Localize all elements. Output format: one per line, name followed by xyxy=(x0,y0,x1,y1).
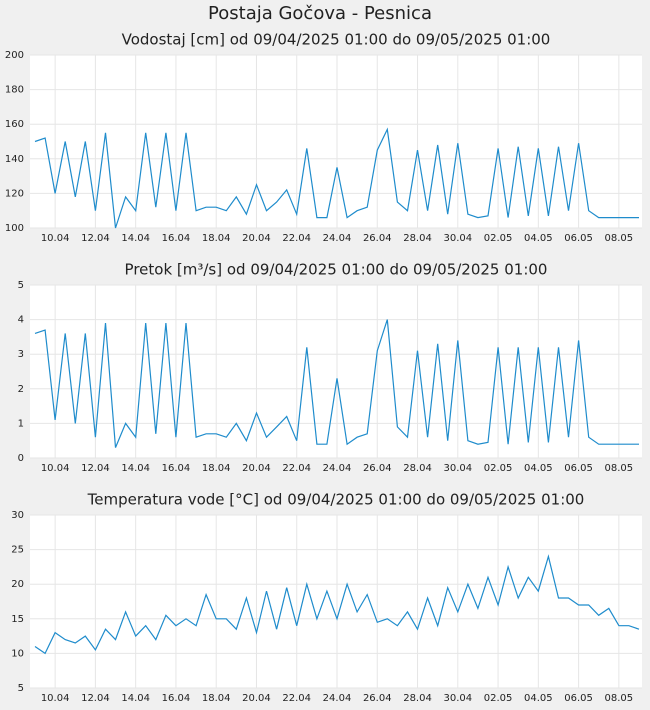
x-tick-label: 20.04 xyxy=(242,693,271,704)
x-tick-label: 24.04 xyxy=(323,233,352,244)
x-tick-label: 24.04 xyxy=(323,693,352,704)
y-tick-label: 25 xyxy=(11,545,24,556)
x-tick-label: 14.04 xyxy=(121,463,150,474)
y-tick-label: 20 xyxy=(11,579,24,590)
y-tick-label: 200 xyxy=(5,50,24,61)
x-tick-label: 22.04 xyxy=(282,693,311,704)
data-line xyxy=(34,319,639,448)
x-tick-label: 20.04 xyxy=(242,233,271,244)
x-tick-label: 28.04 xyxy=(403,463,432,474)
y-tick-label: 140 xyxy=(5,154,24,165)
x-tick-label: 10.04 xyxy=(41,463,70,474)
x-tick-label: 18.04 xyxy=(202,463,231,474)
x-tick-label: 22.04 xyxy=(282,463,311,474)
chart-title: Temperatura vode [°C] od 09/04/2025 01:0… xyxy=(87,491,585,509)
x-tick-label: 12.04 xyxy=(81,233,110,244)
x-tick-label: 24.04 xyxy=(323,463,352,474)
x-tick-label: 06.05 xyxy=(564,693,593,704)
x-tick-label: 08.05 xyxy=(605,463,634,474)
y-tick-label: 10 xyxy=(11,648,24,659)
x-tick-label: 04.05 xyxy=(524,693,553,704)
x-tick-label: 30.04 xyxy=(443,233,472,244)
x-tick-label: 16.04 xyxy=(162,233,191,244)
x-tick-label: 02.05 xyxy=(484,233,513,244)
x-tick-label: 06.05 xyxy=(564,233,593,244)
y-tick-label: 160 xyxy=(5,119,24,130)
x-tick-label: 02.05 xyxy=(484,463,513,474)
y-tick-label: 180 xyxy=(5,85,24,96)
y-tick-label: 5 xyxy=(18,683,24,694)
x-tick-label: 02.05 xyxy=(484,693,513,704)
x-tick-label: 28.04 xyxy=(403,693,432,704)
x-tick-label: 04.05 xyxy=(524,233,553,244)
x-tick-label: 10.04 xyxy=(41,233,70,244)
x-tick-label: 14.04 xyxy=(121,233,150,244)
x-tick-label: 06.05 xyxy=(564,463,593,474)
y-tick-label: 30 xyxy=(11,510,24,521)
x-tick-label: 04.05 xyxy=(524,463,553,474)
x-tick-label: 30.04 xyxy=(443,693,472,704)
chart-title: Pretok [m³/s] od 09/04/2025 01:00 do 09/… xyxy=(125,261,548,279)
x-tick-label: 14.04 xyxy=(121,693,150,704)
y-tick-label: 3 xyxy=(18,349,24,360)
x-tick-label: 12.04 xyxy=(81,463,110,474)
x-tick-label: 28.04 xyxy=(403,233,432,244)
x-tick-label: 08.05 xyxy=(605,233,634,244)
data-line xyxy=(34,127,639,229)
y-tick-label: 5 xyxy=(18,280,24,291)
chart-title: Vodostaj [cm] od 09/04/2025 01:00 do 09/… xyxy=(122,31,551,49)
y-tick-label: 0 xyxy=(18,453,24,464)
x-tick-label: 30.04 xyxy=(443,463,472,474)
plot-area xyxy=(30,55,642,228)
x-tick-label: 16.04 xyxy=(162,463,191,474)
x-tick-label: 18.04 xyxy=(202,693,231,704)
y-tick-label: 4 xyxy=(18,315,24,326)
y-tick-label: 2 xyxy=(18,384,24,395)
plot-area xyxy=(30,285,642,458)
y-tick-label: 120 xyxy=(5,188,24,199)
x-tick-label: 26.04 xyxy=(363,463,392,474)
y-tick-label: 15 xyxy=(11,614,24,625)
y-tick-label: 100 xyxy=(5,223,24,234)
y-tick-label: 1 xyxy=(18,418,24,429)
x-tick-label: 20.04 xyxy=(242,463,271,474)
x-tick-label: 12.04 xyxy=(81,693,110,704)
x-tick-label: 16.04 xyxy=(162,693,191,704)
x-tick-label: 26.04 xyxy=(363,233,392,244)
page-title: Postaja Gočova - Pesnica xyxy=(208,3,432,24)
plot-area xyxy=(30,515,642,688)
data-line xyxy=(34,554,640,655)
x-tick-label: 26.04 xyxy=(363,693,392,704)
x-tick-label: 18.04 xyxy=(202,233,231,244)
x-tick-label: 10.04 xyxy=(41,693,70,704)
x-tick-label: 22.04 xyxy=(282,233,311,244)
x-tick-label: 08.05 xyxy=(605,693,634,704)
